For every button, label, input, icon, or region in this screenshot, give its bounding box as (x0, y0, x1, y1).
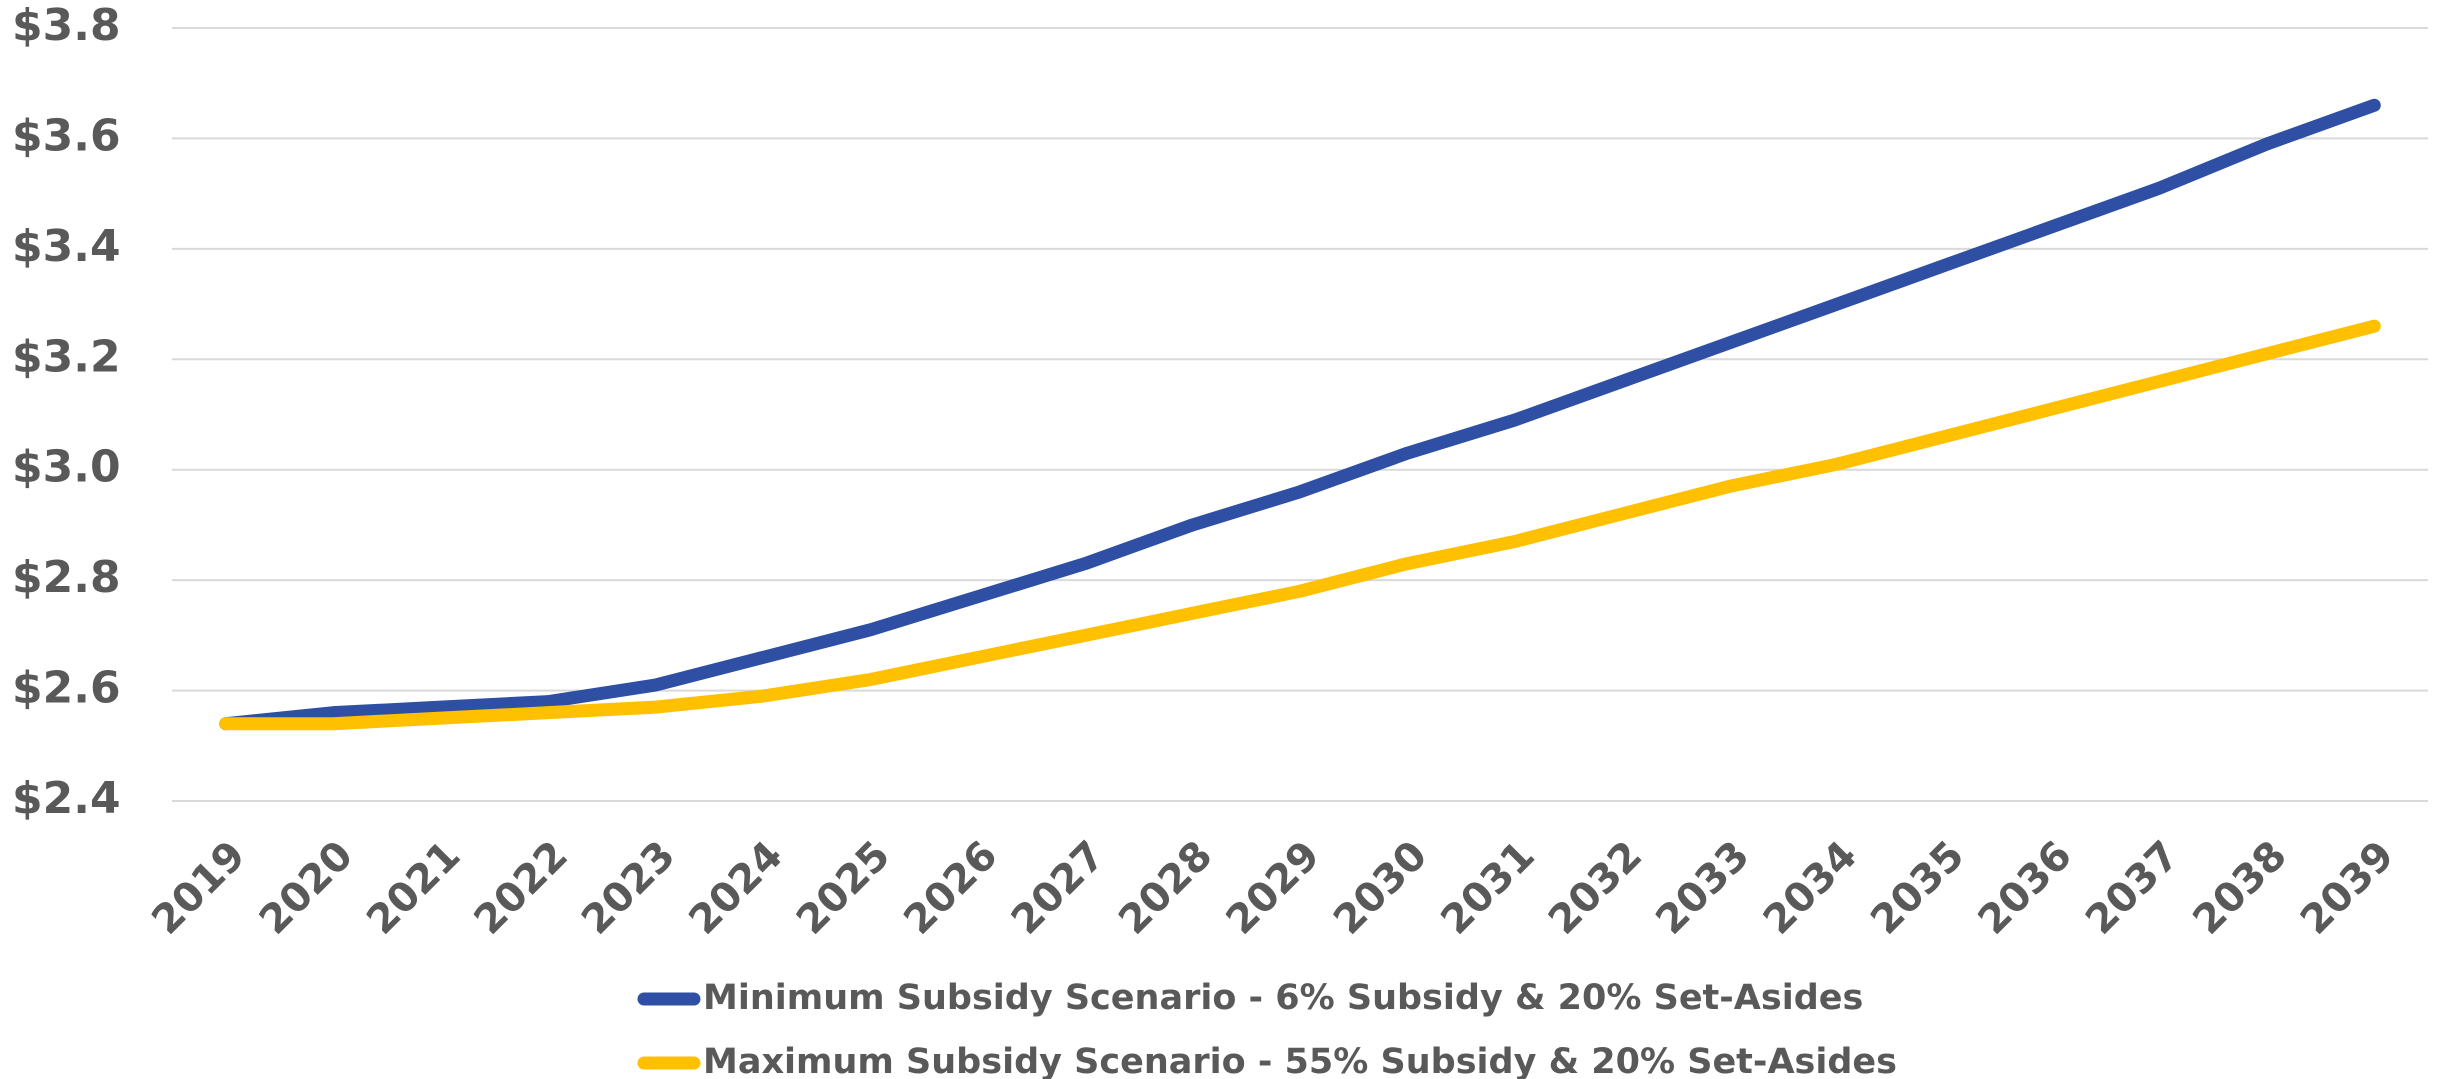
x-tick-label: 2021 (358, 832, 469, 943)
y-tick-label: $3.6 (12, 110, 121, 161)
series-line (219, 98, 2381, 731)
x-tick-label: 2028 (1110, 832, 1221, 943)
y-tick-label: $2.6 (12, 663, 121, 714)
x-tick-label: 2020 (251, 832, 362, 943)
x-tick-label: 2033 (1647, 832, 1758, 943)
y-tick-label: $3.4 (12, 221, 121, 272)
x-tick-label: 2023 (573, 832, 684, 943)
x-tick-label: 2030 (1325, 832, 1436, 943)
x-tick-label: 2034 (1755, 832, 1866, 943)
legend-label: Minimum Subsidy Scenario - 6% Subsidy & … (703, 978, 1863, 1018)
y-tick-label: $3.0 (12, 442, 121, 493)
x-tick-label: 2026 (895, 832, 1006, 943)
x-tick-label: 2027 (1003, 832, 1114, 943)
legend-label: Maximum Subsidy Scenario - 55% Subsidy &… (703, 1042, 1897, 1079)
x-tick-label: 2031 (1432, 832, 1543, 943)
x-tick-label: 2039 (2292, 832, 2403, 943)
x-tick-label: 2019 (143, 832, 254, 943)
y-tick-label: $2.8 (12, 552, 121, 603)
series-line (219, 319, 2381, 731)
y-tick-label: $3.2 (12, 331, 121, 382)
x-tick-label: 2029 (1218, 832, 1329, 943)
x-tick-label: 2036 (1970, 832, 2081, 943)
x-tick-label: 2037 (2077, 832, 2188, 943)
y-tick-label: $2.4 (12, 773, 121, 824)
x-tick-label: 2025 (788, 832, 899, 943)
y-tick-label: $3.8 (12, 0, 121, 51)
x-tick-label: 2038 (2184, 832, 2295, 943)
x-tick-label: 2022 (466, 832, 577, 943)
x-tick-label: 2024 (680, 832, 791, 943)
x-tick-label: 2032 (1540, 832, 1651, 943)
x-tick-label: 2035 (1862, 832, 1973, 943)
